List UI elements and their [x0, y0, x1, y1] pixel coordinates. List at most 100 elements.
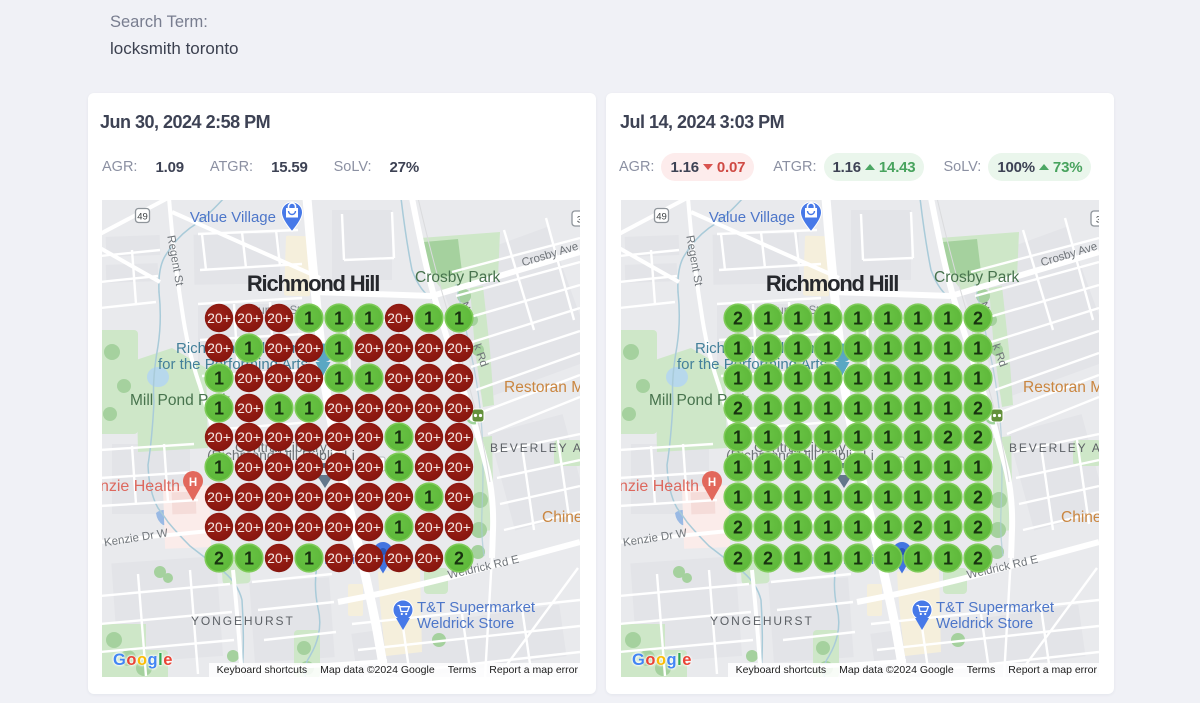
svg-text:1: 1: [883, 309, 893, 329]
svg-text:1: 1: [793, 549, 803, 569]
svg-text:1: 1: [394, 428, 404, 448]
svg-text:1: 1: [214, 399, 224, 419]
svg-text:1: 1: [334, 309, 344, 329]
svg-text:1: 1: [883, 428, 893, 448]
svg-text:1: 1: [733, 428, 743, 448]
svg-text:20+: 20+: [357, 400, 381, 416]
svg-text:1: 1: [913, 309, 923, 329]
svg-text:20+: 20+: [327, 550, 351, 566]
svg-text:20+: 20+: [447, 519, 471, 535]
svg-text:1: 1: [943, 339, 953, 359]
svg-text:20+: 20+: [417, 459, 441, 475]
svg-text:1: 1: [853, 518, 863, 538]
svg-text:20+: 20+: [417, 429, 441, 445]
svg-text:20+: 20+: [237, 370, 261, 386]
svg-text:1: 1: [823, 488, 833, 508]
svg-text:1: 1: [793, 518, 803, 538]
svg-text:1: 1: [334, 369, 344, 389]
svg-text:2: 2: [973, 309, 983, 329]
svg-text:20+: 20+: [447, 370, 471, 386]
svg-text:20+: 20+: [357, 340, 381, 356]
svg-text:20+: 20+: [207, 310, 231, 326]
svg-text:1: 1: [733, 458, 743, 478]
svg-text:1: 1: [943, 309, 953, 329]
svg-text:20+: 20+: [447, 429, 471, 445]
svg-text:1: 1: [913, 339, 923, 359]
svg-text:20+: 20+: [237, 489, 261, 505]
svg-text:1: 1: [793, 309, 803, 329]
svg-text:20+: 20+: [237, 310, 261, 326]
svg-text:20+: 20+: [387, 340, 411, 356]
svg-text:2: 2: [733, 518, 743, 538]
svg-text:20+: 20+: [267, 489, 291, 505]
svg-text:20+: 20+: [327, 519, 351, 535]
svg-text:2: 2: [973, 518, 983, 538]
svg-text:1: 1: [733, 339, 743, 359]
svg-text:20+: 20+: [387, 370, 411, 386]
svg-text:1: 1: [244, 549, 254, 569]
svg-text:1: 1: [424, 309, 434, 329]
svg-text:1: 1: [913, 488, 923, 508]
svg-text:2: 2: [733, 309, 743, 329]
svg-text:1: 1: [853, 369, 863, 389]
svg-text:1: 1: [763, 369, 773, 389]
svg-text:20+: 20+: [207, 489, 231, 505]
svg-text:1: 1: [394, 458, 404, 478]
svg-text:2: 2: [733, 549, 743, 569]
svg-text:20+: 20+: [237, 429, 261, 445]
svg-text:20+: 20+: [327, 459, 351, 475]
svg-text:20+: 20+: [297, 340, 321, 356]
svg-text:2: 2: [973, 488, 983, 508]
svg-text:1: 1: [364, 369, 374, 389]
svg-text:1: 1: [763, 339, 773, 359]
svg-text:1: 1: [973, 339, 983, 359]
svg-text:1: 1: [424, 488, 434, 508]
svg-text:1: 1: [793, 399, 803, 419]
svg-text:1: 1: [823, 309, 833, 329]
svg-text:20+: 20+: [327, 429, 351, 445]
svg-text:20+: 20+: [297, 429, 321, 445]
svg-text:20+: 20+: [357, 459, 381, 475]
svg-text:2: 2: [973, 399, 983, 419]
svg-text:1: 1: [763, 488, 773, 508]
svg-text:1: 1: [823, 428, 833, 448]
svg-text:20+: 20+: [357, 550, 381, 566]
svg-text:20+: 20+: [417, 340, 441, 356]
svg-text:20+: 20+: [237, 400, 261, 416]
svg-text:1: 1: [943, 518, 953, 538]
svg-text:20+: 20+: [387, 400, 411, 416]
svg-text:1: 1: [364, 309, 374, 329]
svg-text:20+: 20+: [357, 489, 381, 505]
svg-text:20+: 20+: [327, 400, 351, 416]
svg-text:2: 2: [454, 549, 464, 569]
svg-text:1: 1: [943, 399, 953, 419]
svg-text:1: 1: [823, 339, 833, 359]
svg-text:20+: 20+: [267, 340, 291, 356]
svg-text:2: 2: [214, 549, 224, 569]
svg-text:20+: 20+: [447, 459, 471, 475]
svg-text:1: 1: [394, 518, 404, 538]
svg-text:1: 1: [763, 309, 773, 329]
svg-text:1: 1: [853, 488, 863, 508]
svg-text:20+: 20+: [417, 519, 441, 535]
svg-text:1: 1: [823, 458, 833, 478]
svg-text:1: 1: [913, 428, 923, 448]
svg-text:1: 1: [943, 488, 953, 508]
svg-text:20+: 20+: [417, 370, 441, 386]
svg-text:1: 1: [913, 458, 923, 478]
svg-text:1: 1: [214, 458, 224, 478]
svg-text:20+: 20+: [267, 370, 291, 386]
svg-text:1: 1: [973, 369, 983, 389]
svg-text:20+: 20+: [447, 400, 471, 416]
svg-text:1: 1: [214, 369, 224, 389]
svg-text:2: 2: [943, 428, 953, 448]
svg-text:1: 1: [304, 549, 314, 569]
svg-text:20+: 20+: [387, 310, 411, 326]
svg-text:1: 1: [793, 369, 803, 389]
svg-text:1: 1: [823, 399, 833, 419]
svg-text:1: 1: [943, 549, 953, 569]
svg-text:1: 1: [853, 399, 863, 419]
svg-text:1: 1: [973, 458, 983, 478]
svg-text:1: 1: [763, 428, 773, 448]
svg-text:1: 1: [913, 399, 923, 419]
